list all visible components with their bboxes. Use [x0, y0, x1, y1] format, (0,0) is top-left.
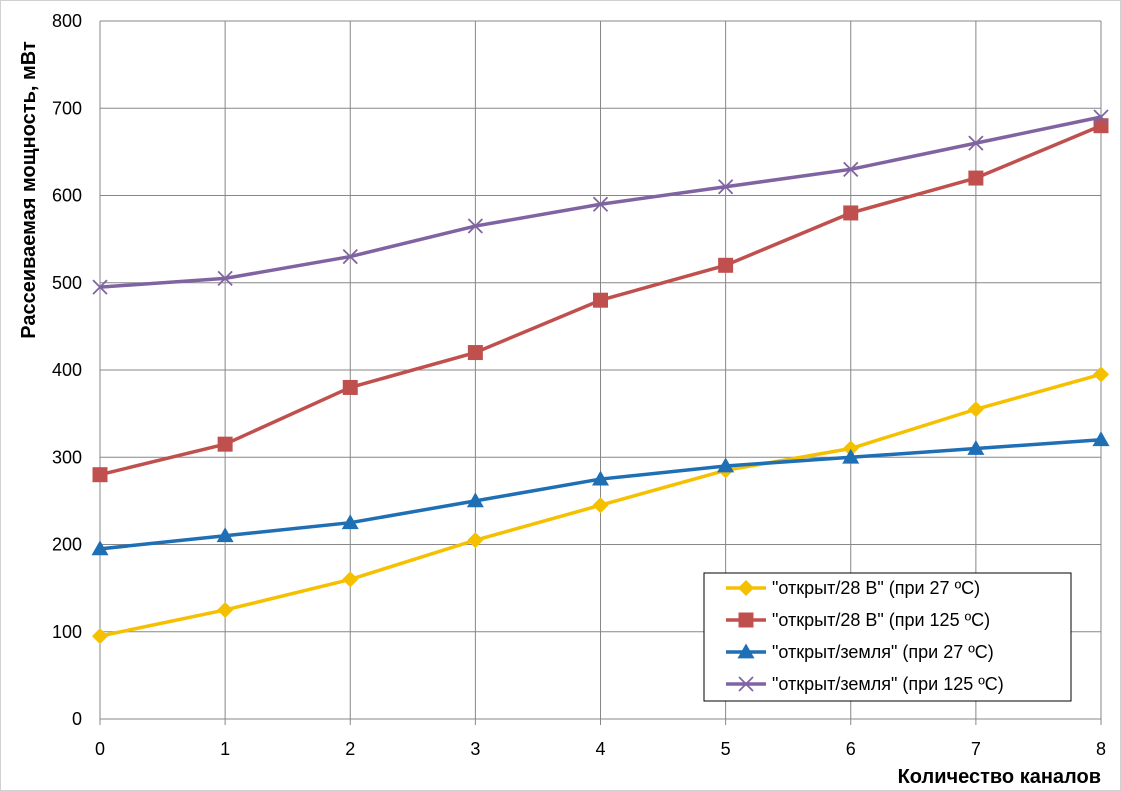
legend-marker — [738, 612, 754, 628]
data-point — [843, 161, 859, 177]
data-point — [216, 527, 234, 543]
x-axis-title: Количество каналов — [898, 766, 1101, 788]
data-point — [718, 257, 734, 273]
series-4 — [92, 109, 1109, 295]
data-point — [593, 292, 608, 308]
data-point — [217, 270, 233, 287]
y-tick-label: 600 — [52, 186, 82, 206]
data-point — [1093, 118, 1109, 134]
y-tick-label: 800 — [52, 11, 82, 31]
data-point — [92, 279, 108, 295]
data-point — [1092, 431, 1110, 447]
legend-label: "открыт/28 В" (при 27 ºС) — [772, 578, 980, 598]
data-point — [92, 467, 108, 483]
series-3 — [91, 431, 1110, 556]
legend-label: "открыт/земля" (при 125 ºС) — [772, 674, 1004, 694]
data-point — [342, 379, 358, 395]
data-point — [717, 457, 735, 473]
x-tick-label: 1 — [220, 739, 230, 759]
legend-entry: "открыт/28 В" (при 27 ºС) — [726, 578, 980, 598]
x-tick-label: 8 — [1096, 739, 1106, 759]
series-2 — [92, 118, 1109, 483]
data-point — [342, 571, 359, 588]
x-tick-label: 2 — [345, 739, 355, 759]
data-point — [967, 440, 985, 455]
data-point — [217, 601, 234, 618]
x-tick-label: 5 — [721, 739, 731, 759]
data-point — [466, 492, 484, 508]
data-point — [467, 218, 484, 234]
data-point — [843, 205, 859, 221]
data-point — [1093, 109, 1109, 125]
y-tick-label: 100 — [52, 622, 82, 642]
y-tick-label: 0 — [72, 709, 82, 729]
y-tick-label: 200 — [52, 535, 82, 555]
data-point — [341, 514, 359, 530]
x-tick-label: 6 — [846, 739, 856, 759]
series-group — [91, 109, 1110, 645]
tick-labels: 0 100 200 300 400 500 600 700 800 0 1 2 3 4 5 6 7 8 — [52, 11, 1106, 759]
legend-box — [703, 572, 1072, 702]
data-point — [342, 248, 358, 265]
y-axis-title: Рассеиваемая мощность, мВт — [18, 41, 40, 339]
legend-marker — [737, 643, 755, 659]
data-point — [467, 532, 484, 549]
data-point — [217, 436, 233, 452]
x-tick-label: 7 — [971, 739, 981, 759]
data-point — [842, 448, 860, 464]
legend-entry: "открыт/земля" (при 125 ºС) — [726, 674, 1004, 694]
legend-marker — [738, 580, 754, 596]
legend-marker — [738, 676, 754, 692]
data-point — [92, 628, 108, 645]
y-tick-label: 400 — [52, 360, 82, 380]
y-tick-label: 500 — [52, 273, 82, 293]
x-tick-label: 3 — [470, 739, 480, 759]
data-point — [1093, 366, 1109, 383]
x-tick-label: 4 — [595, 739, 605, 759]
data-point — [842, 440, 859, 457]
data-point — [592, 470, 609, 486]
legend-label: "открыт/земля" (при 27 ºС) — [772, 642, 994, 662]
legend: "открыт/28 В" (при 27 ºС) "открыт/28 В" (… — [703, 572, 1072, 702]
legend-entry: "открыт/земля" (при 27 ºС) — [726, 642, 994, 662]
data-point — [467, 345, 483, 361]
data-point — [91, 540, 109, 556]
data-point — [717, 179, 734, 195]
legend-label: "открыт/28 В" (при 125 ºС) — [772, 610, 990, 630]
y-tick-label: 700 — [52, 98, 82, 118]
data-point — [592, 196, 609, 212]
data-point — [967, 401, 984, 418]
y-tick-label: 300 — [52, 447, 82, 467]
legend-entry: "открыт/28 В" (при 125 ºС) — [726, 610, 990, 630]
data-point — [968, 170, 984, 186]
x-tick-label: 0 — [95, 739, 105, 759]
axes — [99, 21, 1102, 725]
data-point — [592, 497, 609, 514]
data-point — [968, 135, 984, 151]
